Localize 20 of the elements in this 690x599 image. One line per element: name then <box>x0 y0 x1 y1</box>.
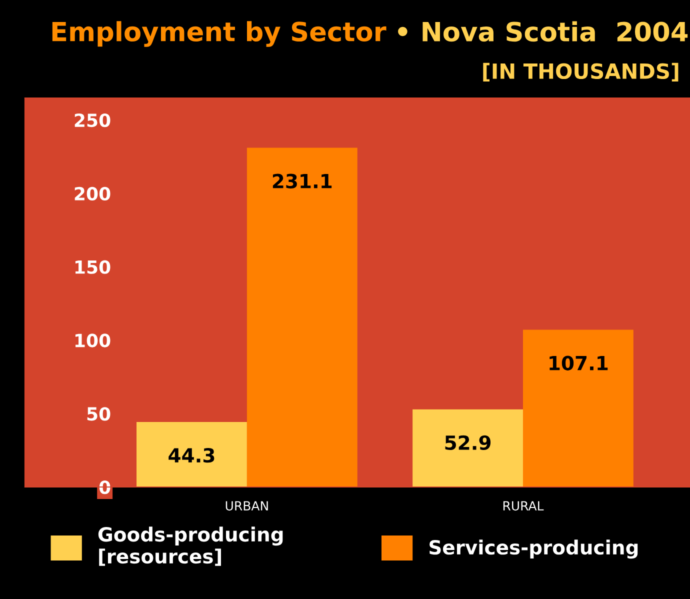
text: [IN THOUSANDS] <box>483 62 678 82</box>
legend-label: Goods-producing [resources] <box>98 526 283 566</box>
chart-subtitle: • Nova Scotia 2004 <box>398 21 688 42</box>
y-tick-label: 50 <box>87 407 110 421</box>
data-label: 52.9 <box>445 435 491 450</box>
chart-title: Employment by Sector <box>52 21 386 47</box>
x-tick-label: URBAN <box>226 501 268 511</box>
data-label: 44.3 <box>168 448 214 463</box>
y-tick-label: 150 <box>75 260 110 274</box>
bar <box>136 422 247 487</box>
y-tick-label: 250 <box>74 113 110 128</box>
data-label: 231.1 <box>272 174 332 188</box>
bar <box>412 409 523 487</box>
x-tick-label: RURAL <box>503 501 544 511</box>
y-tick-label: 200 <box>74 186 110 201</box>
bar <box>246 148 358 487</box>
data-label: 107.1 <box>550 356 608 370</box>
y-tick-label: 100 <box>75 334 110 348</box>
bar <box>522 330 634 487</box>
legend-label: Services-producing <box>430 540 638 559</box>
